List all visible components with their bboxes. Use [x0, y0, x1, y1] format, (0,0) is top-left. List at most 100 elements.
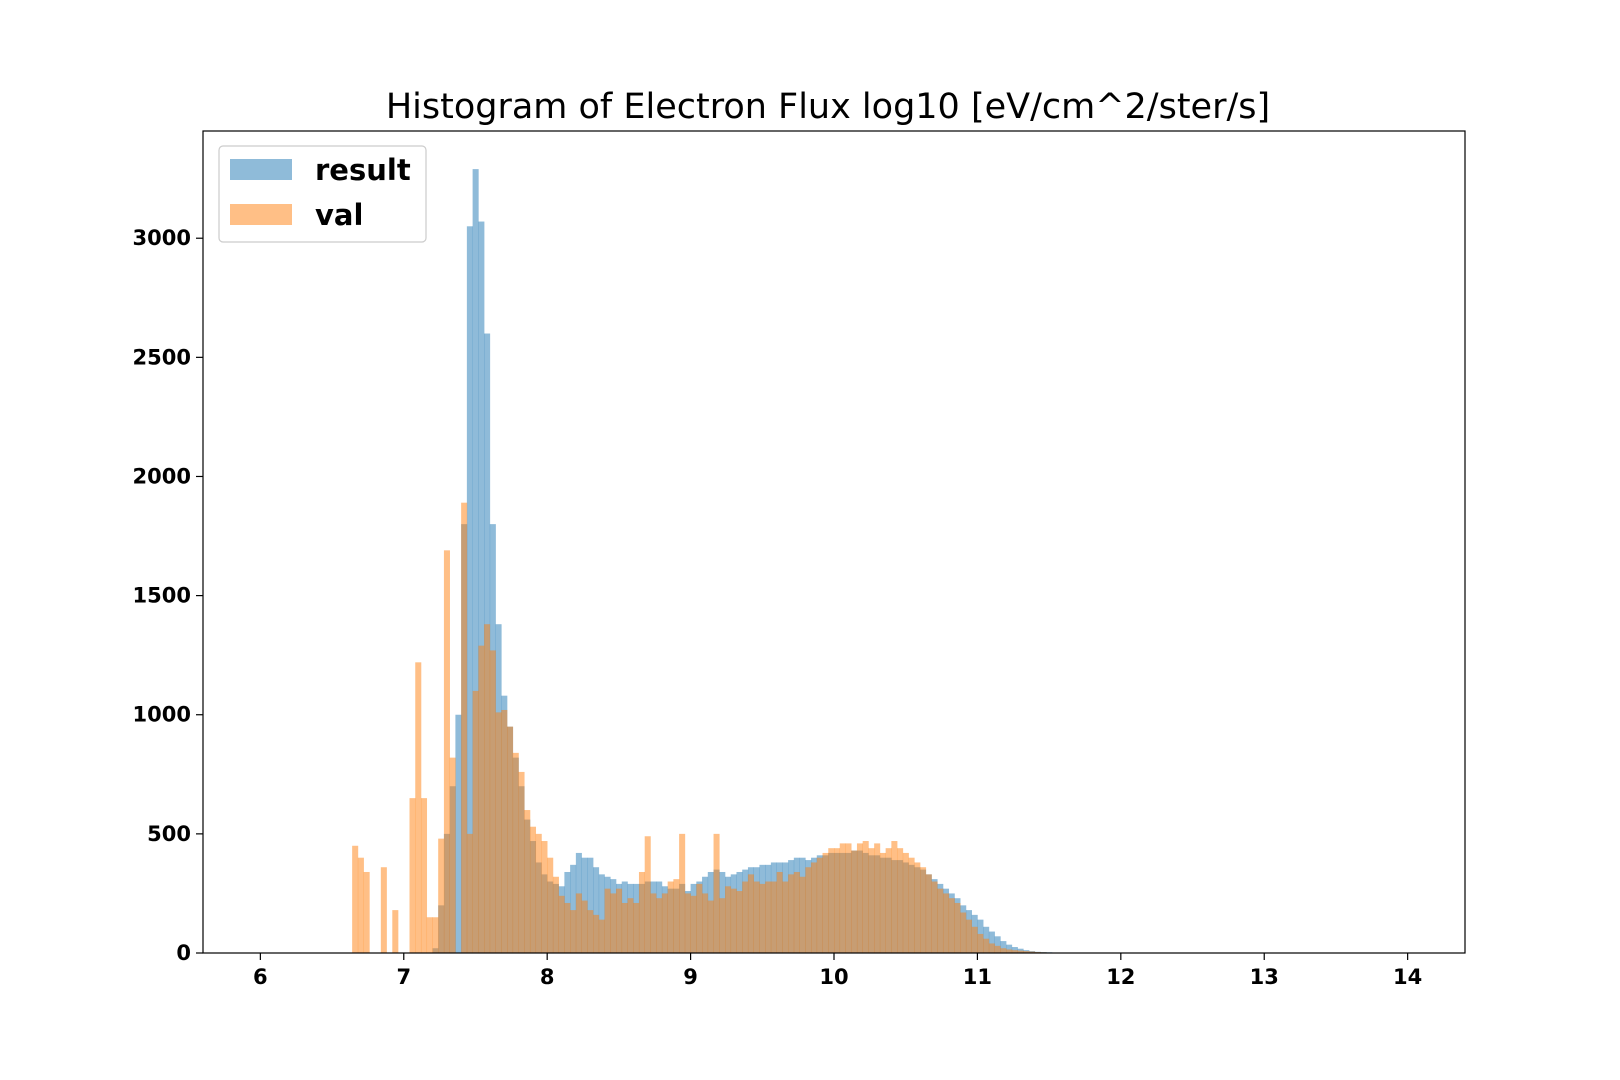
- bar-val: [552, 876, 559, 953]
- bar-val: [616, 888, 623, 953]
- bar-val: [529, 826, 537, 953]
- bar-val: [484, 624, 491, 953]
- bar-val: [828, 848, 835, 953]
- bar-val: [461, 502, 468, 953]
- bar-val: [811, 862, 818, 953]
- chart-title: Histogram of Electron Flux log10 [eV/cm^…: [386, 87, 1270, 127]
- bar-val: [426, 917, 433, 953]
- bar-val: [776, 871, 783, 953]
- bar-val: [409, 798, 416, 953]
- bar-val: [977, 933, 984, 953]
- bar-val: [489, 650, 496, 953]
- bar-val: [644, 836, 651, 953]
- bar-val: [1029, 951, 1036, 953]
- bar-val: [667, 881, 674, 953]
- bar-val: [983, 938, 990, 953]
- bar-val: [960, 912, 967, 953]
- bar-val: [839, 843, 846, 953]
- bar-val: [822, 852, 829, 953]
- bar-result: [1000, 941, 1007, 953]
- bar-val: [570, 910, 577, 953]
- y-axis-ticks: 0 500 1000 1500 2000 2500 3000: [133, 226, 203, 965]
- x-tick-label: 13: [1250, 965, 1279, 989]
- bar-val: [432, 917, 439, 953]
- bar-val: [380, 867, 387, 953]
- x-tick-label: 6: [253, 965, 268, 989]
- bar-val: [793, 871, 800, 953]
- bar-val: [1023, 951, 1030, 953]
- x-tick-label: 11: [963, 965, 992, 989]
- bar-val: [925, 874, 932, 953]
- bar-val: [834, 848, 841, 953]
- bar-val: [885, 848, 892, 953]
- bar-val: [466, 833, 473, 953]
- bar-val: [805, 867, 812, 953]
- y-tick-label: 500: [147, 822, 191, 846]
- bar-val: [845, 843, 852, 953]
- x-tick-label: 7: [396, 965, 411, 989]
- bar-result: [593, 867, 600, 953]
- legend-label-val: val: [315, 198, 363, 232]
- bar-val: [702, 893, 709, 953]
- bar-val: [891, 841, 898, 953]
- bar-val: [512, 752, 519, 953]
- bar-val: [897, 848, 904, 953]
- bar-val: [507, 726, 514, 953]
- bar-val: [501, 709, 508, 953]
- bar-val: [902, 852, 909, 953]
- bar-val: [914, 862, 921, 953]
- x-axis-ticks: 6 7 8 9 10 11 12 13 14: [253, 953, 1422, 989]
- bar-val: [587, 910, 594, 953]
- bar-val: [558, 895, 565, 953]
- y-tick-label: 2500: [133, 345, 191, 369]
- bar-val: [352, 845, 359, 953]
- bar-val: [357, 857, 364, 953]
- bar-val: [621, 902, 628, 953]
- series-val: [352, 502, 1076, 953]
- bar-val: [1017, 950, 1024, 953]
- bar-val: [856, 843, 863, 953]
- bar-val: [541, 841, 548, 953]
- bar-val: [610, 893, 617, 953]
- bar-val: [535, 833, 542, 953]
- bar-result: [466, 226, 473, 954]
- bar-val: [495, 712, 502, 953]
- bar-val: [547, 857, 554, 953]
- bar-val: [730, 888, 737, 953]
- bar-val: [593, 914, 600, 953]
- bar-val: [661, 893, 668, 953]
- bar-result: [472, 169, 479, 953]
- bar-val: [472, 690, 479, 953]
- bar-val: [707, 900, 714, 953]
- bar-val: [782, 881, 789, 953]
- bar-val: [868, 848, 875, 953]
- bar-val: [1000, 948, 1007, 953]
- bar-val: [747, 874, 754, 953]
- bar-val: [679, 833, 686, 953]
- bar-val: [942, 893, 950, 953]
- x-tick-label: 9: [683, 965, 698, 989]
- bar-val: [524, 810, 531, 953]
- bar-val: [719, 898, 726, 953]
- bar-val: [656, 898, 663, 953]
- bar-val: [742, 881, 749, 953]
- y-tick-label: 1000: [133, 703, 191, 727]
- bar-val: [770, 881, 777, 953]
- bar-result: [1006, 944, 1013, 953]
- bar-val: [988, 943, 995, 953]
- x-tick-label: 14: [1393, 965, 1422, 989]
- bar-val: [931, 881, 938, 953]
- bar-val: [862, 841, 869, 953]
- bar-result: [994, 936, 1001, 953]
- bar-val: [788, 874, 795, 953]
- bar-val: [725, 886, 732, 953]
- bar-val: [765, 881, 772, 953]
- bar-val: [684, 893, 691, 953]
- bar-val: [851, 850, 858, 953]
- bar-val: [948, 898, 955, 953]
- x-tick-label: 12: [1106, 965, 1135, 989]
- bar-result: [1011, 947, 1018, 953]
- bar-val: [965, 919, 972, 953]
- bar-val: [937, 888, 944, 953]
